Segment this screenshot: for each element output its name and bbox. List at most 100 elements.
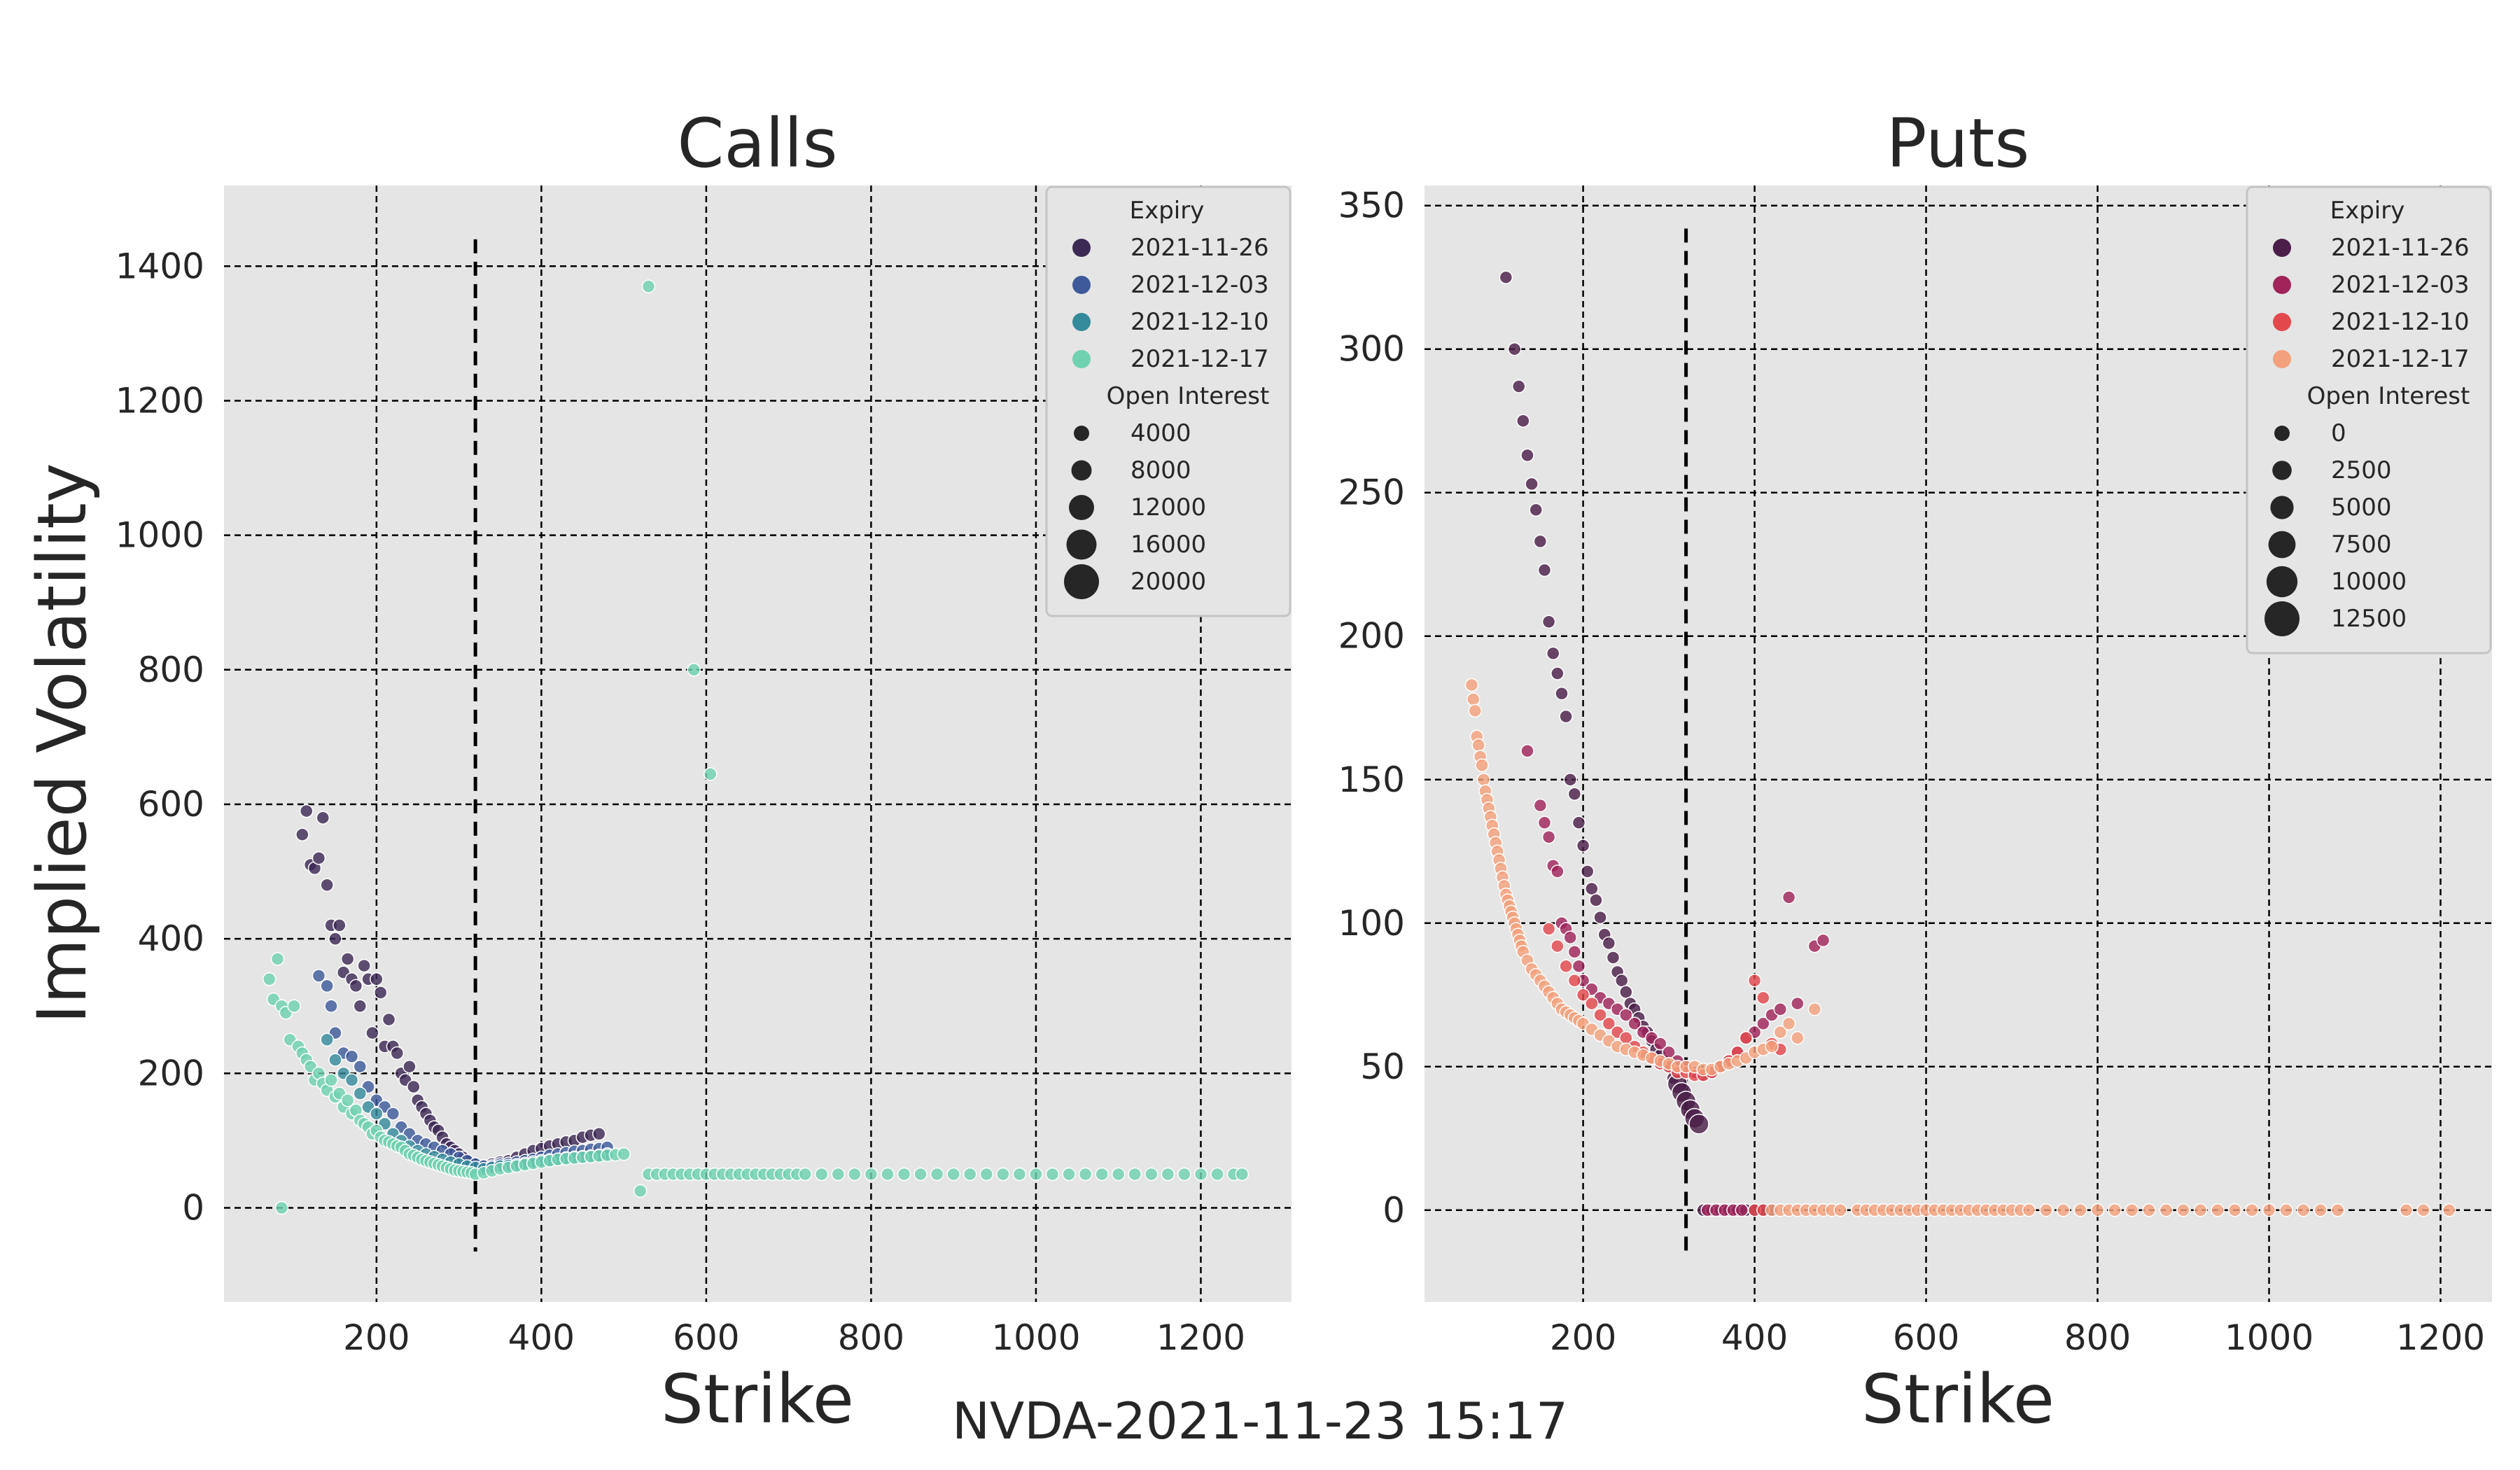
puts-point xyxy=(1466,692,1480,706)
puts-legend-series-label: 2021-12-10 xyxy=(2331,308,2470,336)
calls-point xyxy=(287,999,301,1013)
puts-point xyxy=(1567,945,1582,959)
calls-y-label: Implied Volatility xyxy=(23,463,102,1023)
calls-point xyxy=(996,1167,1010,1182)
puts-point xyxy=(1520,448,1534,463)
puts-point xyxy=(2039,1203,2053,1217)
puts-point xyxy=(1773,1025,1788,1040)
calls-point xyxy=(320,979,334,993)
puts-point xyxy=(1614,974,1629,988)
puts-point xyxy=(1572,816,1586,830)
calls-legend-series-label: 2021-12-17 xyxy=(1130,345,1269,373)
puts-points xyxy=(1464,270,2456,1217)
calls-point xyxy=(1012,1167,1027,1182)
puts-legend-size-label: 2500 xyxy=(2331,456,2392,484)
calls-point xyxy=(340,1093,355,1107)
calls-point xyxy=(332,918,346,932)
puts-y-ticks: 0 50 100 150 200 250 300 350 xyxy=(1338,186,1405,1231)
calls-legend-marker xyxy=(1072,313,1091,331)
puts-y-tick-label: 200 xyxy=(1338,616,1405,657)
puts-legend: Expiry 2021-11-26 2021-12-03 2021-12-10 2021… xyxy=(2246,186,2492,654)
calls-y-tick-label: 0 xyxy=(182,1187,204,1228)
puts-x-tick-label: 200 xyxy=(1550,1317,1616,1358)
puts-point xyxy=(1511,379,1526,393)
calls-point xyxy=(344,1049,359,1064)
puts-point xyxy=(1563,773,1577,787)
calls-x-tick-label: 1200 xyxy=(1156,1317,1245,1358)
calls-legend-marker xyxy=(1072,239,1091,257)
calls-point xyxy=(344,1073,359,1087)
calls-x-ticks: 200 400 600 800 1000 1200 xyxy=(343,1317,1245,1358)
puts-point xyxy=(1765,1040,1779,1054)
puts-y-tick-label: 100 xyxy=(1338,903,1405,944)
puts-point xyxy=(1541,615,1556,629)
calls-point xyxy=(815,1167,829,1182)
puts-point xyxy=(2227,1203,2242,1217)
calls-point xyxy=(300,804,314,818)
puts-point xyxy=(2193,1203,2208,1217)
calls-point xyxy=(365,1026,379,1040)
puts-point xyxy=(1628,1016,1642,1031)
calls-legend-size-label: 8000 xyxy=(1130,456,1191,484)
calls-point xyxy=(370,1107,384,1121)
puts-point xyxy=(1589,893,1603,907)
calls-point xyxy=(1078,1167,1093,1182)
puts-x-tick-label: 1200 xyxy=(2396,1317,2485,1358)
calls-legend: Expiry 2021-11-26 2021-12-03 2021-12-10 2021… xyxy=(1045,186,1292,617)
calls-point xyxy=(353,999,368,1013)
puts-legend-size-marker xyxy=(2266,566,2298,598)
calls-point xyxy=(1194,1167,1208,1182)
calls-points xyxy=(262,279,1250,1215)
puts-point xyxy=(1739,1031,1754,1045)
calls-point xyxy=(633,1184,648,1198)
calls-point xyxy=(1177,1167,1191,1182)
calls-x-tick-label: 400 xyxy=(508,1317,575,1358)
calls-point xyxy=(617,1147,631,1161)
puts-point xyxy=(1756,990,1770,1005)
puts-point xyxy=(1791,996,1805,1011)
puts-x-ticks: 200 400 600 800 1000 1200 xyxy=(1550,1317,2485,1358)
puts-x-tick-label: 600 xyxy=(1893,1317,1959,1358)
puts-legend-size-label: 7500 xyxy=(2331,531,2392,559)
puts-point xyxy=(1576,988,1590,1002)
calls-point xyxy=(1128,1167,1142,1182)
puts-legend-size-title: Open Interest xyxy=(2307,382,2470,410)
calls-point xyxy=(1045,1167,1060,1182)
puts-point xyxy=(1735,1203,1749,1217)
puts-legend-size-marker xyxy=(2274,426,2290,441)
puts-point xyxy=(1533,534,1548,549)
calls-legend-series-label: 2021-12-10 xyxy=(1130,308,1269,336)
puts-point xyxy=(2056,1203,2071,1217)
calls-point xyxy=(1111,1167,1126,1182)
puts-legend-marker xyxy=(2273,313,2291,331)
puts-legend-series-label: 2021-12-17 xyxy=(2331,345,2470,373)
calls-point xyxy=(592,1127,606,1141)
calls-legend-size-marker xyxy=(1064,564,1099,599)
puts-point xyxy=(1688,1114,1709,1135)
calls-legend-size-title: Open Interest xyxy=(1107,382,1270,410)
puts-point xyxy=(1546,646,1560,661)
calls-y-tick-label: 800 xyxy=(138,650,204,690)
puts-point xyxy=(1653,1037,1667,1051)
puts-point xyxy=(1475,758,1489,773)
calls-point xyxy=(831,1167,846,1182)
figure-suptitle: NVDA-2021-11-23 15:17 xyxy=(952,1392,1568,1450)
calls-point xyxy=(328,1053,342,1067)
puts-point xyxy=(2399,1203,2414,1217)
calls-point xyxy=(798,1167,812,1182)
puts-point xyxy=(1476,773,1491,787)
puts-legend-size-label: 10000 xyxy=(2331,568,2407,596)
calls-point xyxy=(704,766,718,781)
puts-point xyxy=(1567,787,1582,802)
calls-point xyxy=(382,1012,396,1027)
calls-point xyxy=(402,1059,416,1074)
puts-point xyxy=(1593,1008,1607,1022)
calls-point xyxy=(1144,1167,1158,1182)
calls-legend-size-label: 12000 xyxy=(1130,493,1206,522)
calls-legend-series-label: 2021-12-03 xyxy=(1130,271,1269,299)
calls-point xyxy=(274,1200,289,1215)
calls-point xyxy=(328,932,342,946)
puts-point xyxy=(1580,864,1595,878)
puts-y-tick-label: 50 xyxy=(1360,1046,1405,1087)
puts-point xyxy=(1747,974,1762,988)
